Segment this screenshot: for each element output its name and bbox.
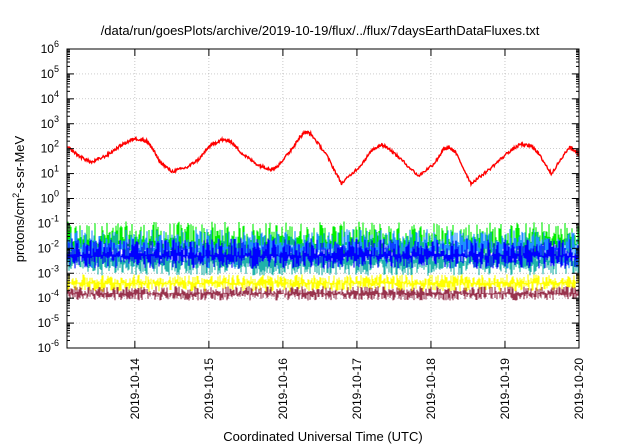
y-axis-label: protons/cm2-s-sr-MeV <box>11 135 27 262</box>
y-tick-label: 105 <box>41 64 59 81</box>
proton-flux-line <box>66 129 580 188</box>
y-tick-label: 100 <box>41 189 59 206</box>
x-tick-label: 2019-10-18 <box>424 358 438 420</box>
x-axis-label: Coordinated Universal Time (UTC) <box>223 429 422 444</box>
y-tick-label: 10-6 <box>38 338 59 355</box>
y-tick-label: 10-3 <box>38 263 59 280</box>
y-tick-label: 102 <box>41 139 59 156</box>
data-series <box>66 129 580 301</box>
y-tick-label: 103 <box>41 114 59 131</box>
y-tick-label: 10-2 <box>38 238 59 255</box>
x-tick-label: 2019-10-17 <box>350 358 364 420</box>
x-tick-label: 2019-10-20 <box>572 358 586 420</box>
y-tick-label: 10-4 <box>38 288 59 305</box>
x-tick-label: 2019-10-19 <box>498 358 512 420</box>
y-axis-ticks: 10-6 10-5 10-4 10-3 10-2 10-1 100 101 102 103 104 1… <box>38 39 579 355</box>
y-axis-label-sup: 2 <box>11 193 21 198</box>
y-tick-label: 10-1 <box>38 213 59 230</box>
chart-title: /data/run/goesPlots/archive/2019-10-19/f… <box>101 23 540 38</box>
y-tick-label: 104 <box>41 89 59 106</box>
grid-lines <box>67 49 579 348</box>
y-axis-label-main: protons/cm <box>12 198 27 262</box>
x-tick-label: 2019-10-15 <box>202 358 216 420</box>
x-tick-label: 2019-10-16 <box>276 358 290 420</box>
y-tick-label: 101 <box>41 164 59 181</box>
y-axis-label-tail: -s-sr-MeV <box>12 135 27 192</box>
x-tick-label: 2019-10-14 <box>128 358 142 420</box>
x-axis-ticks: 2019-10-14 2019-10-15 2019-10-16 2019-10-17… <box>128 49 586 419</box>
y-tick-label: 10-5 <box>38 313 59 330</box>
y-tick-label: 106 <box>41 39 59 56</box>
